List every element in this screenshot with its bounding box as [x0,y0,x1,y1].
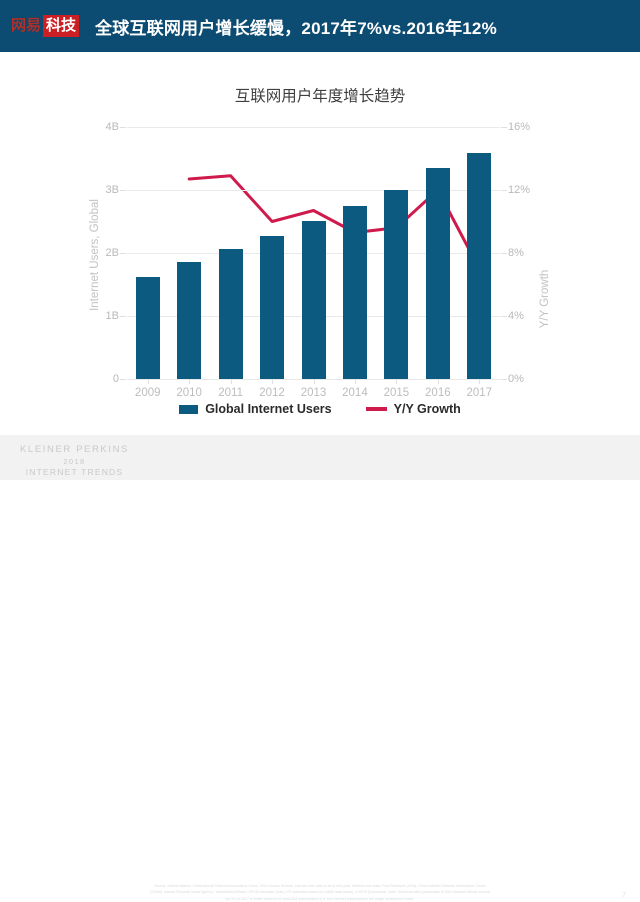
bar [425,167,450,379]
page-number: 7 [622,892,626,899]
x-axis-tick-mark [354,379,356,384]
chart-card: 互联网用户年度增长趋势 Internet Users, Global Y/Y G… [0,52,640,435]
slide-footer: KLEINER PERKINS 2018 INTERNET TRENDS Sou… [0,435,640,901]
x-axis-tick-mark [479,379,481,384]
source-note: Source: United Nations / International T… [150,884,490,901]
bar [260,236,285,379]
y-axis-right-tick: 8% [508,247,524,259]
brand-line-1: KLEINER PERKINS [20,444,129,455]
logo-text-tech: 科技 [43,15,80,37]
x-axis-tick: 2015 [383,387,410,399]
x-axis-tick: 2017 [466,387,493,399]
legend-item-line[interactable]: Y/Y Growth [365,402,461,416]
bar [342,206,367,379]
bar [135,276,160,379]
kleiner-perkins-logo: KLEINER PERKINS 2018 INTERNET TRENDS [12,444,137,478]
bar [467,153,492,379]
y-axis-right-tick-mark [501,316,507,317]
y-axis-left-tick-mark [120,127,126,128]
gridline [127,127,500,128]
legend-swatch-bar-icon [179,404,199,414]
y-axis-right-tick: 16% [508,121,531,133]
bar [384,190,409,379]
y-axis-right-tick: 0% [508,373,524,385]
y-axis-left-tick: 4B [105,121,119,133]
y-axis-left-tick: 0 [112,373,119,385]
legend-swatch-line-icon [365,407,387,411]
x-axis-tick-mark [147,379,149,384]
bar [301,220,326,379]
x-axis-tick-mark [396,379,398,384]
y-axis-right-tick: 12% [508,184,531,196]
plot-area: 0 1B 2B 3B 4B 0% 4% 8% 12% 16% 2009 2010 2011 2012 201… [106,121,531,399]
x-axis-tick-mark [272,379,274,384]
y-axis-right-tick-mark [501,253,507,254]
x-axis-tick: 2011 [218,387,243,399]
y-axis-left-tick-mark [120,316,126,317]
y-axis-left-tick-mark [120,253,126,254]
brand-line-3: INTERNET TRENDS [25,466,124,477]
x-axis-tick-mark [189,379,191,384]
y-axis-right-tick-mark [501,190,507,191]
y-axis-left-tick: 3B [105,184,119,196]
y-axis-right-tick-mark [501,127,507,128]
bar [177,262,202,379]
x-axis-tick: 2014 [342,387,368,399]
y-axis-right-tick-mark [501,379,507,380]
slide-header: 网易 科技 全球互联网用户增长缓慢，2017年7%vs.2016年12% [0,0,640,52]
x-axis-tick: 2009 [134,387,161,399]
y-axis-right-tick: 4% [508,310,524,322]
legend-label-line: Y/Y Growth [393,402,461,416]
y-axis-left-tick-mark [120,379,126,380]
x-axis-tick-mark [313,379,315,384]
chart-legend: Global Internet Users Y/Y Growth [0,402,640,416]
y-axis-right-label: Y/Y Growth [539,269,551,329]
x-axis-tick-mark [230,379,232,384]
page-title: 全球互联网用户增长缓慢，2017年7%vs.2016年12% [95,18,497,38]
legend-item-bars[interactable]: Global Internet Users [179,402,332,416]
legend-label-bars: Global Internet Users [205,402,332,416]
chart-title: 互联网用户年度增长趋势 [234,88,406,105]
x-axis-tick: 2013 [300,387,327,399]
netease-tech-logo: 网易 科技 [11,15,80,37]
y-axis-left-tick: 2B [105,247,119,259]
y-axis-left-tick: 1B [105,310,119,322]
y-axis-left-label: Internet Users, Global [89,199,101,311]
x-axis-tick: 2010 [176,387,202,399]
gridline [127,190,500,191]
bar [218,248,243,379]
logo-text-netease: 网易 [11,17,42,34]
x-axis-tick: 2012 [259,387,285,399]
x-axis-tick-mark [437,379,439,384]
x-axis-tick: 2016 [425,387,451,399]
y-axis-left-tick-mark [120,190,126,191]
brand-line-2: 2018 [63,456,86,466]
